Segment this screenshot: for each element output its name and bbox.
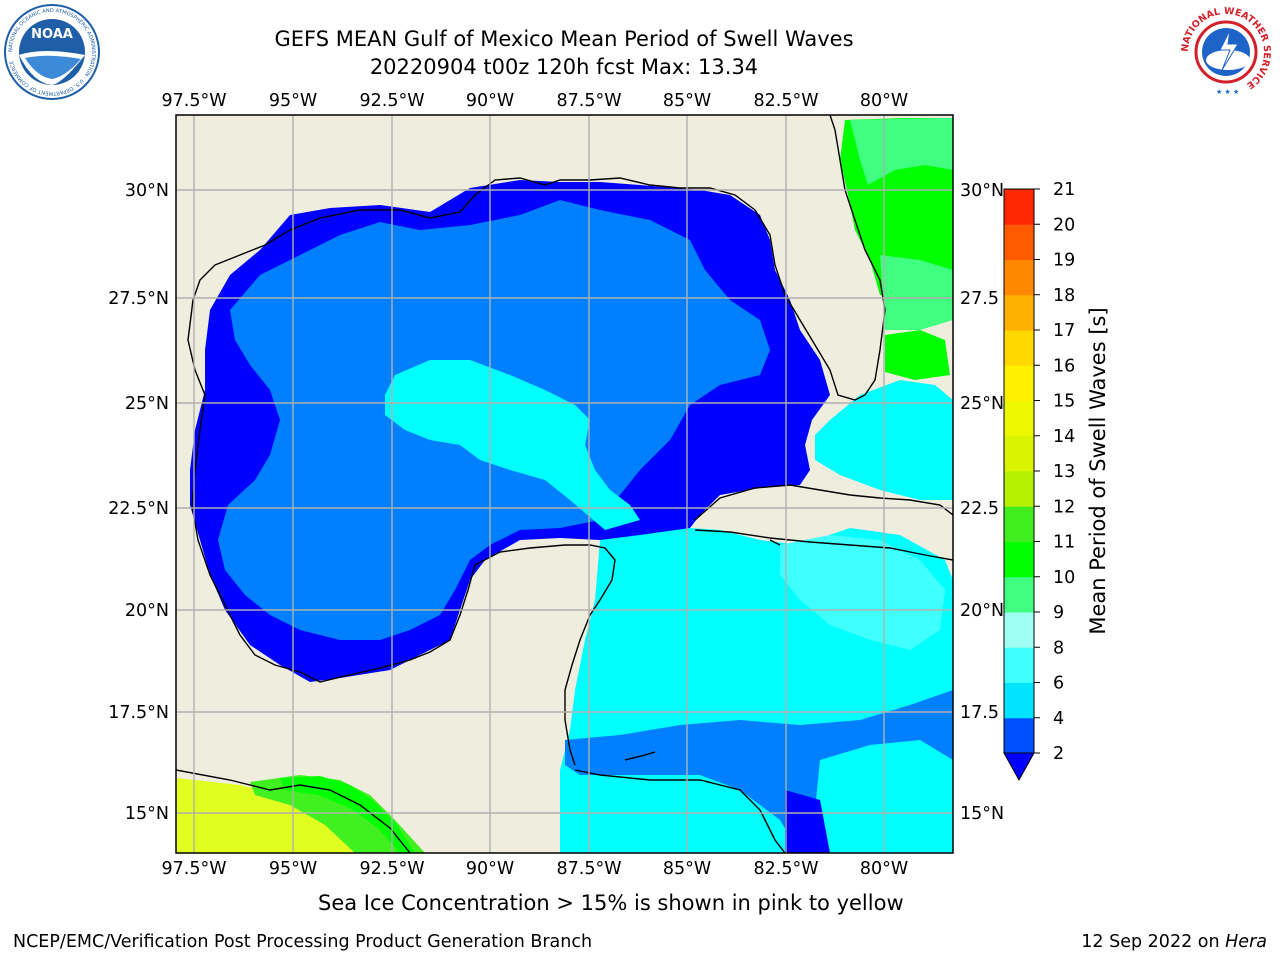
latlon-grid — [176, 115, 953, 853]
colorbar-tick-label: 12 — [1053, 497, 1075, 517]
colorbar-extend-arrow — [1003, 752, 1035, 782]
colorbar-tick-label: 10 — [1053, 568, 1075, 588]
lon-label: 95°W — [269, 859, 317, 879]
lat-label: 30°N — [960, 181, 1004, 201]
colorbar-tick-label: 13 — [1053, 462, 1075, 482]
atlantic-green-south — [885, 330, 950, 380]
colorbar-band — [1004, 189, 1034, 225]
colorbar-tick-label: 4 — [1053, 709, 1064, 729]
lat-label: 17.5 — [960, 703, 999, 723]
colorbar-band — [1004, 259, 1034, 296]
pacific-green-field — [250, 775, 425, 853]
colorbar-label: Mean Period of Swell Waves [s] — [1086, 307, 1110, 634]
map-plot-area — [176, 115, 953, 853]
colorbar-tick-label: 17 — [1053, 321, 1075, 341]
colorbar: 2 4 6 8 9 10 11 12 13 14 15 16 17 18 19 20 21 Mean Perio… — [1003, 180, 1110, 782]
colorbar-band — [1004, 576, 1034, 613]
atlantic-light-green-field-2 — [880, 255, 953, 330]
colorbar-tick-label: 2 — [1053, 744, 1064, 764]
colorbar-band — [1004, 294, 1034, 331]
footer-date-text: 12 Sep 2022 on — [1081, 932, 1226, 952]
colorbar-tick-label: 9 — [1053, 603, 1064, 623]
colorbar-band — [1004, 506, 1034, 542]
caribbean-light-cyan-patch — [780, 535, 945, 650]
lat-label: 22.5 — [960, 499, 999, 519]
lat-label: 15°N — [125, 804, 169, 824]
colorbar-tick-label: 14 — [1053, 427, 1075, 447]
lat-label: 27.5°N — [108, 289, 169, 309]
colorbar-band — [1004, 541, 1034, 578]
colorbar-tick-label: 11 — [1053, 533, 1075, 553]
lat-label: 20°N — [960, 601, 1004, 621]
nws-logo: NATIONAL WEATHER SERVICE ★ ★ ★ — [1180, 6, 1272, 98]
map-frame — [175, 114, 954, 854]
colorbar-band — [1004, 224, 1034, 260]
caribbean-deep-blue-edge — [785, 790, 830, 853]
colorbar-band — [1004, 400, 1034, 437]
colorbar-band — [1004, 365, 1034, 401]
lon-label: 80°W — [860, 859, 908, 879]
colorbar-band — [1004, 471, 1034, 507]
colorbar-bands — [1004, 189, 1034, 754]
lat-label: 27.5 — [960, 289, 999, 309]
lat-labels-left: 30°N 27.5°N 25°N 22.5°N 20°N 17.5°N 15°N — [108, 181, 169, 824]
lat-labels-right: 30°N 27.5 25°N 22.5 20°N 17.5 15°N — [960, 181, 1004, 824]
noaa-logo-text: NOAA — [31, 27, 73, 42]
lon-labels-top: 97.5°W 95°W 92.5°W 90°W 87.5°W 85°W 82.5… — [161, 91, 908, 111]
lon-label: 80°W — [860, 91, 908, 111]
colorbar-band — [1004, 717, 1034, 754]
lon-label: 85°W — [663, 859, 711, 879]
colorbar-tick-label: 20 — [1053, 215, 1075, 235]
footer-host: Hera — [1225, 932, 1267, 952]
lon-label: 82.5°W — [753, 859, 818, 879]
colorbar-tick-label: 19 — [1053, 251, 1075, 271]
footer-credit: NCEP/EMC/Verification Post Processing Pr… — [13, 932, 593, 952]
lon-label: 92.5°W — [359, 859, 424, 879]
noaa-logo: NATIONAL OCEANIC AND ATMOSPHERIC ADMINIS… — [4, 4, 100, 100]
lat-label: 20°N — [125, 601, 169, 621]
lon-label: 97.5°W — [161, 859, 226, 879]
lat-label: 25°N — [125, 394, 169, 414]
lon-label: 82.5°W — [753, 91, 818, 111]
colorbar-tick-label: 6 — [1053, 674, 1064, 694]
colorbar-tick-label: 18 — [1053, 286, 1075, 306]
colorbar-ticks: 2 4 6 8 9 10 11 12 13 14 15 16 17 18 19 20 21 — [1034, 180, 1075, 764]
lon-label: 97.5°W — [161, 91, 226, 111]
lat-label: 15°N — [960, 804, 1004, 824]
colorbar-tick-label: 21 — [1053, 180, 1075, 200]
sea-ice-caption: Sea Ice Concentration > 15% is shown in … — [318, 891, 904, 915]
lon-label: 85°W — [663, 91, 711, 111]
atlantic-light-green-field — [850, 118, 953, 185]
colorbar-band — [1004, 682, 1034, 719]
colorbar-tick-label: 8 — [1053, 638, 1064, 658]
lon-label: 92.5°W — [359, 91, 424, 111]
lat-label: 22.5°N — [108, 499, 169, 519]
colorbar-band — [1004, 330, 1034, 366]
lon-label: 87.5°W — [556, 91, 621, 111]
lat-label: 30°N — [125, 181, 169, 201]
pacific-yellow-field — [176, 778, 360, 853]
colorbar-band — [1004, 647, 1034, 683]
lon-label: 90°W — [466, 859, 514, 879]
chart-title: GEFS MEAN Gulf of Mexico Mean Period of … — [274, 27, 854, 51]
lon-label: 95°W — [269, 91, 317, 111]
colorbar-tick-label: 16 — [1053, 356, 1075, 376]
lon-label: 87.5°W — [556, 859, 621, 879]
lon-labels-bottom: 97.5°W 95°W 92.5°W 90°W 87.5°W 85°W 82.5… — [161, 859, 908, 879]
chart-subtitle: 20220904 t00z 120h fcst Max: 13.34 — [369, 55, 759, 79]
colorbar-tick-label: 15 — [1053, 392, 1075, 412]
colorbar-band — [1004, 612, 1034, 648]
colorbar-band — [1004, 435, 1034, 472]
footer-date: 12 Sep 2022 on Hera — [1081, 932, 1267, 952]
lon-label: 90°W — [466, 91, 514, 111]
lat-label: 25°N — [960, 394, 1004, 414]
svg-text:★ ★ ★: ★ ★ ★ — [1216, 88, 1239, 96]
lat-label: 17.5°N — [108, 703, 169, 723]
